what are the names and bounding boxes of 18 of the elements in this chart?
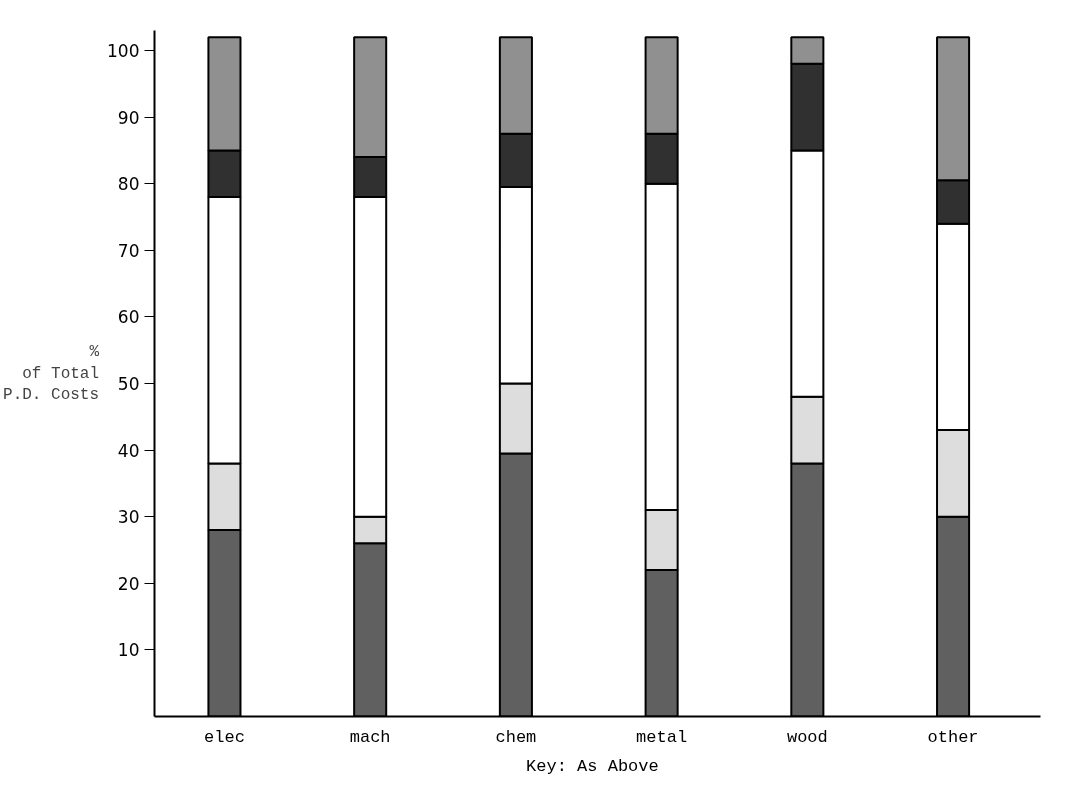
x-tick-label: elec <box>204 727 245 747</box>
y-tick-label: 100 <box>107 40 140 61</box>
x-tick-label: metal <box>636 727 688 747</box>
x-tick-label: wood <box>786 727 828 747</box>
y-axis-title: % of Total P.D. Costs <box>3 342 100 405</box>
y-tick-label: 70 <box>117 240 140 261</box>
x-tick-label: other <box>927 727 979 747</box>
y-tick-label: 20 <box>117 573 140 594</box>
x-tick-label: mach <box>349 727 391 747</box>
y-tick-label: 40 <box>117 440 140 461</box>
text: Key: As Above <box>526 756 659 776</box>
y-tick-label: 10 <box>117 640 140 661</box>
y-tick-label: 30 <box>117 507 140 528</box>
y-tick-label: 90 <box>117 107 140 128</box>
y-tick-label: 80 <box>117 174 140 195</box>
y-tick-label: 50 <box>117 373 140 394</box>
y-tick-label: 60 <box>117 307 140 328</box>
x-tick-label: chem <box>495 727 537 747</box>
